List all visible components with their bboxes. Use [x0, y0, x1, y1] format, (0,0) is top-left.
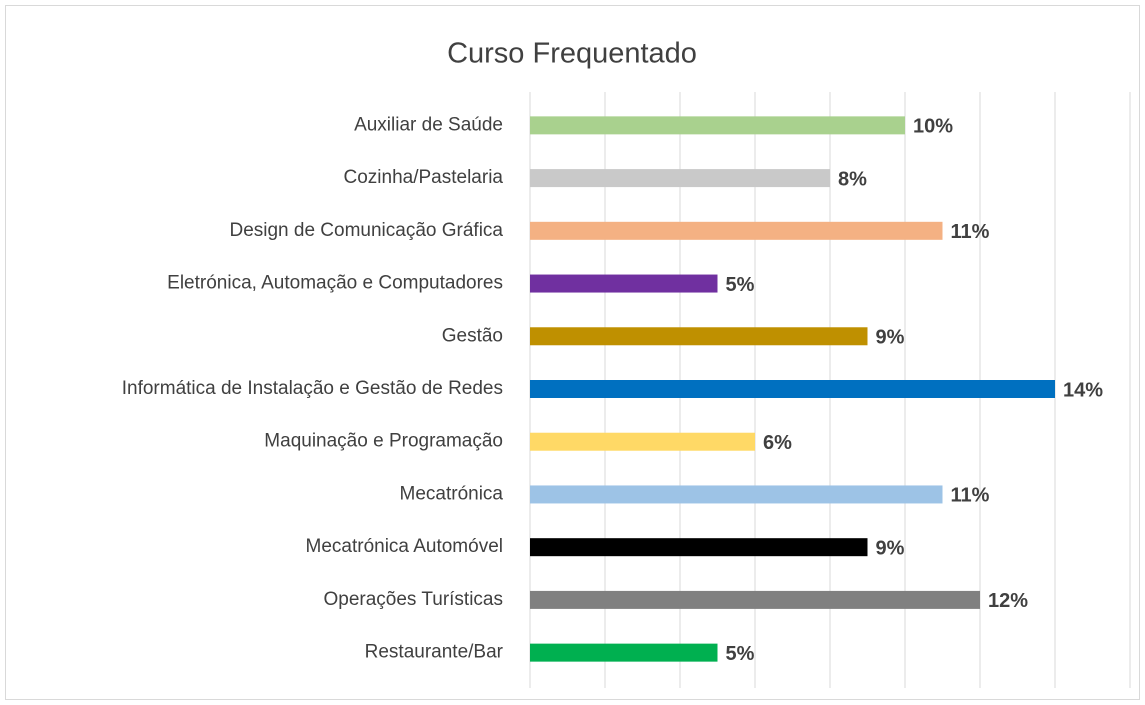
y-tick-label: Operações Turísticas: [323, 589, 503, 610]
bar: [530, 169, 830, 188]
bar: [530, 274, 718, 293]
y-tick-label: Mecatrónica Automóvel: [306, 536, 504, 557]
bar: [530, 643, 718, 662]
y-tick-label: Design de Comunicação Gráfica: [229, 220, 503, 241]
data-label: 12%: [988, 590, 1028, 612]
data-label: 8%: [838, 168, 867, 190]
data-label: 6%: [763, 432, 792, 454]
data-label: 10%: [913, 116, 953, 138]
data-label: 5%: [726, 274, 755, 296]
data-label: 11%: [951, 485, 990, 507]
bar: [530, 485, 943, 504]
y-tick-label: Cozinha/Pastelaria: [344, 167, 504, 188]
bar: [530, 327, 868, 346]
data-label: 11%: [951, 221, 990, 243]
y-tick-label: Eletrónica, Automação e Computadores: [167, 273, 503, 294]
y-tick-label: Restaurante/Bar: [365, 642, 504, 663]
data-label: 9%: [876, 537, 905, 559]
y-tick-label: Mecatrónica: [400, 483, 504, 504]
y-tick-label: Informática de Instalação e Gestão de Re…: [122, 378, 503, 399]
bar: [530, 432, 755, 451]
data-label: 5%: [726, 643, 755, 665]
bar: [530, 116, 905, 135]
y-tick-label: Gestão: [442, 325, 503, 346]
bar: [530, 538, 868, 557]
chart-title: Curso Frequentado: [447, 38, 697, 70]
data-label: 9%: [876, 327, 905, 349]
data-label: 14%: [1063, 379, 1103, 401]
y-tick-label: Auxiliar de Saúde: [354, 114, 503, 135]
bar: [530, 221, 943, 240]
bar: [530, 380, 1055, 398]
bar: [530, 590, 980, 609]
y-tick-label: Maquinação e Programação: [264, 431, 503, 452]
